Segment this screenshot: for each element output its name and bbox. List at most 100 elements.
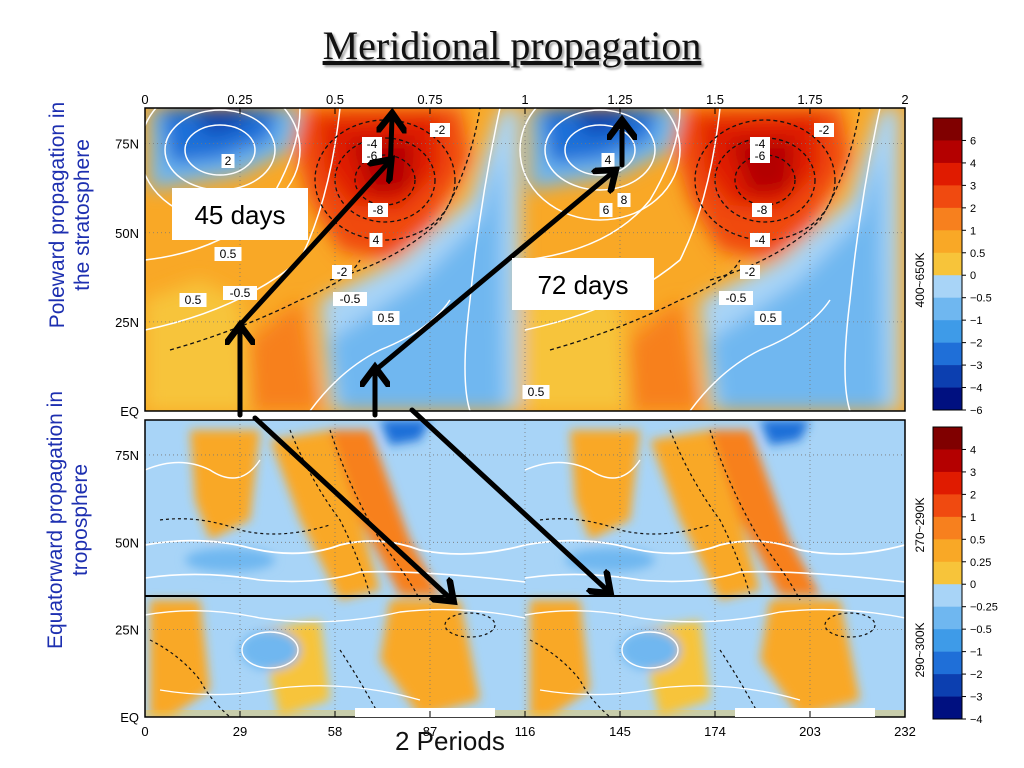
- colorbar-bottom-swatch: [933, 651, 962, 675]
- axis-ticks: 0 0.25 0.5 0.75 1 1.25 1.5 1.75 2 0 29 58 87 116 145 17…: [115, 92, 916, 739]
- contour-label: -4: [755, 137, 766, 151]
- colorbar-bottom-level-label: 0.25: [970, 557, 991, 569]
- colorbar-bottom-swatch: [933, 539, 962, 563]
- x-bottom-tick-label: 232: [894, 724, 916, 739]
- contour-label-bg: [719, 291, 753, 305]
- colorbar-bottom-upper-label: 270~290K: [913, 497, 927, 552]
- propagation-arrows: [240, 118, 622, 598]
- annotation-72-text: 72 days: [537, 270, 628, 300]
- colorbar-bottom-level-label: −0.5: [970, 624, 992, 636]
- y-tick-label: 50N: [115, 226, 139, 241]
- contour-label-bg: [369, 233, 383, 247]
- colorbar-bottom-swatch: [933, 696, 962, 720]
- colorbar-bottom-level-label: 0: [970, 579, 976, 591]
- arrow-top-1: [390, 118, 392, 178]
- contour-label: -6: [755, 149, 766, 163]
- colorbar-bottom-swatch: [933, 494, 962, 518]
- contour-label: 0.5: [760, 311, 777, 325]
- x-bottom-tick-label: 116: [515, 724, 536, 739]
- x-top-tick-label: 0: [141, 92, 148, 107]
- x-top-tick-label: 1: [521, 92, 528, 107]
- contour-label: -4: [367, 137, 378, 151]
- colorbar-top-level-label: −3: [970, 360, 983, 372]
- bottom-panel-contours: [145, 429, 905, 717]
- chart-title: Meridional propagation: [322, 23, 702, 68]
- annotation-45-text: 45 days: [194, 200, 285, 230]
- colorbar-top-frame: [932, 117, 963, 411]
- contour-label-bg: [223, 286, 257, 300]
- arrow-equatorward-2: [409, 407, 607, 590]
- colorbar-bottom-level-label: 2: [970, 489, 976, 501]
- colorbar-top-swatch: [933, 207, 962, 231]
- contour-label: 4: [605, 153, 612, 167]
- contour-label: 0.5: [528, 385, 545, 399]
- x-bottom-tick-label: 174: [704, 724, 726, 739]
- contour-label-bg: [362, 137, 382, 151]
- colorbar-top-level-label: −6: [970, 405, 983, 417]
- colorbar-top-level-label: −1: [970, 315, 983, 327]
- contour-label-bg: [430, 123, 450, 137]
- colorbar-bottom-level-label: 3: [970, 467, 976, 479]
- colorbar-top-swatch: [933, 185, 962, 209]
- contour-label-bg: [368, 203, 388, 217]
- arrow-poleward-1: [237, 163, 388, 328]
- colorbar-bottom-swatch: [933, 471, 962, 495]
- colorbar-top-level-label: 6: [970, 135, 976, 147]
- contour-label-bg: [750, 233, 770, 247]
- colorbar-bottom-swatch: [933, 629, 962, 652]
- colorbar-bottom-level-label: 4: [970, 444, 976, 456]
- contour-labels: -2-4-6-8420.5-0.50.50.5-0.5-2-4-8-4-6468…: [179, 123, 834, 399]
- arrow-equatorward-1: [252, 415, 450, 598]
- colorbar-bottom-swatch: [933, 606, 962, 630]
- colorbar-top-level-label: 2: [970, 203, 976, 215]
- colorbar-top-level-label: 4: [970, 158, 976, 170]
- x-bottom-tick-label: 0: [141, 724, 148, 739]
- contour-label: 0.5: [220, 247, 237, 261]
- colorbar-top-swatch: [933, 275, 962, 298]
- colorbar-bottom-swatch: [933, 561, 962, 585]
- colorbar-top-level-label: 1: [970, 225, 976, 237]
- colorbar-top-level-label: −4: [970, 383, 983, 395]
- colorbar-top-swatch: [933, 118, 962, 141]
- colorbar-bottom-swatch: [933, 674, 962, 697]
- colorbar-bottom-frame: [932, 426, 963, 720]
- y-tick-label: EQ: [120, 404, 139, 419]
- contour-label: -2: [337, 265, 348, 279]
- colorbar-top-swatch: [933, 365, 962, 388]
- y-tick-label: 25N: [115, 623, 139, 638]
- colorbar-top-level-label: 0: [970, 270, 976, 282]
- colorbar-top-level-label: −0.5: [970, 293, 992, 305]
- colorbar-top-swatch: [933, 342, 962, 366]
- colorbars: 6 4 3 2 1 0.5 0 −0.5 −1 −2 −3 −4 −6 400~650K 4 3 2 1 0.5 0.…: [913, 117, 998, 726]
- contour-label-bg: [221, 154, 235, 168]
- colorbar-top-level-label: −2: [970, 338, 983, 350]
- contour-label: -0.5: [340, 292, 361, 306]
- y-tick-label: EQ: [120, 710, 139, 725]
- x-top-tick-label: 0.5: [326, 92, 344, 107]
- contour-label-bg: [750, 149, 770, 163]
- colorbar-top-swatch: [933, 297, 962, 321]
- colorbar-bottom-level-label: −2: [970, 669, 983, 681]
- contour-label: -2: [745, 265, 756, 279]
- contour-label: 0.5: [378, 311, 395, 325]
- contour-label: -4: [755, 233, 766, 247]
- colorbar-top-swatch: [933, 162, 962, 186]
- grid: [145, 108, 905, 717]
- missing-data-gap: [355, 708, 495, 717]
- y-tick-label: 75N: [115, 137, 139, 152]
- colorbar-top-swatch: [933, 230, 962, 254]
- x-top-tick-label: 1.25: [607, 92, 632, 107]
- x-top-tick-label: 0.25: [227, 92, 252, 107]
- contour-label-bg: [179, 293, 207, 307]
- x-bottom-tick-label: 58: [328, 724, 342, 739]
- colorbar-bottom-level-label: −0.25: [970, 602, 998, 614]
- x-top-tick-label: 0.75: [417, 92, 442, 107]
- x-top-tick-label: 2: [901, 92, 908, 107]
- colorbar-top-label: 400~650K: [913, 252, 927, 307]
- contour-label-bg: [617, 193, 631, 207]
- x-bottom-tick-label: 203: [799, 724, 821, 739]
- colorbar-bottom-swatch: [933, 427, 962, 450]
- x-top-tick-label: 1.75: [797, 92, 822, 107]
- missing-data-gap: [735, 708, 875, 717]
